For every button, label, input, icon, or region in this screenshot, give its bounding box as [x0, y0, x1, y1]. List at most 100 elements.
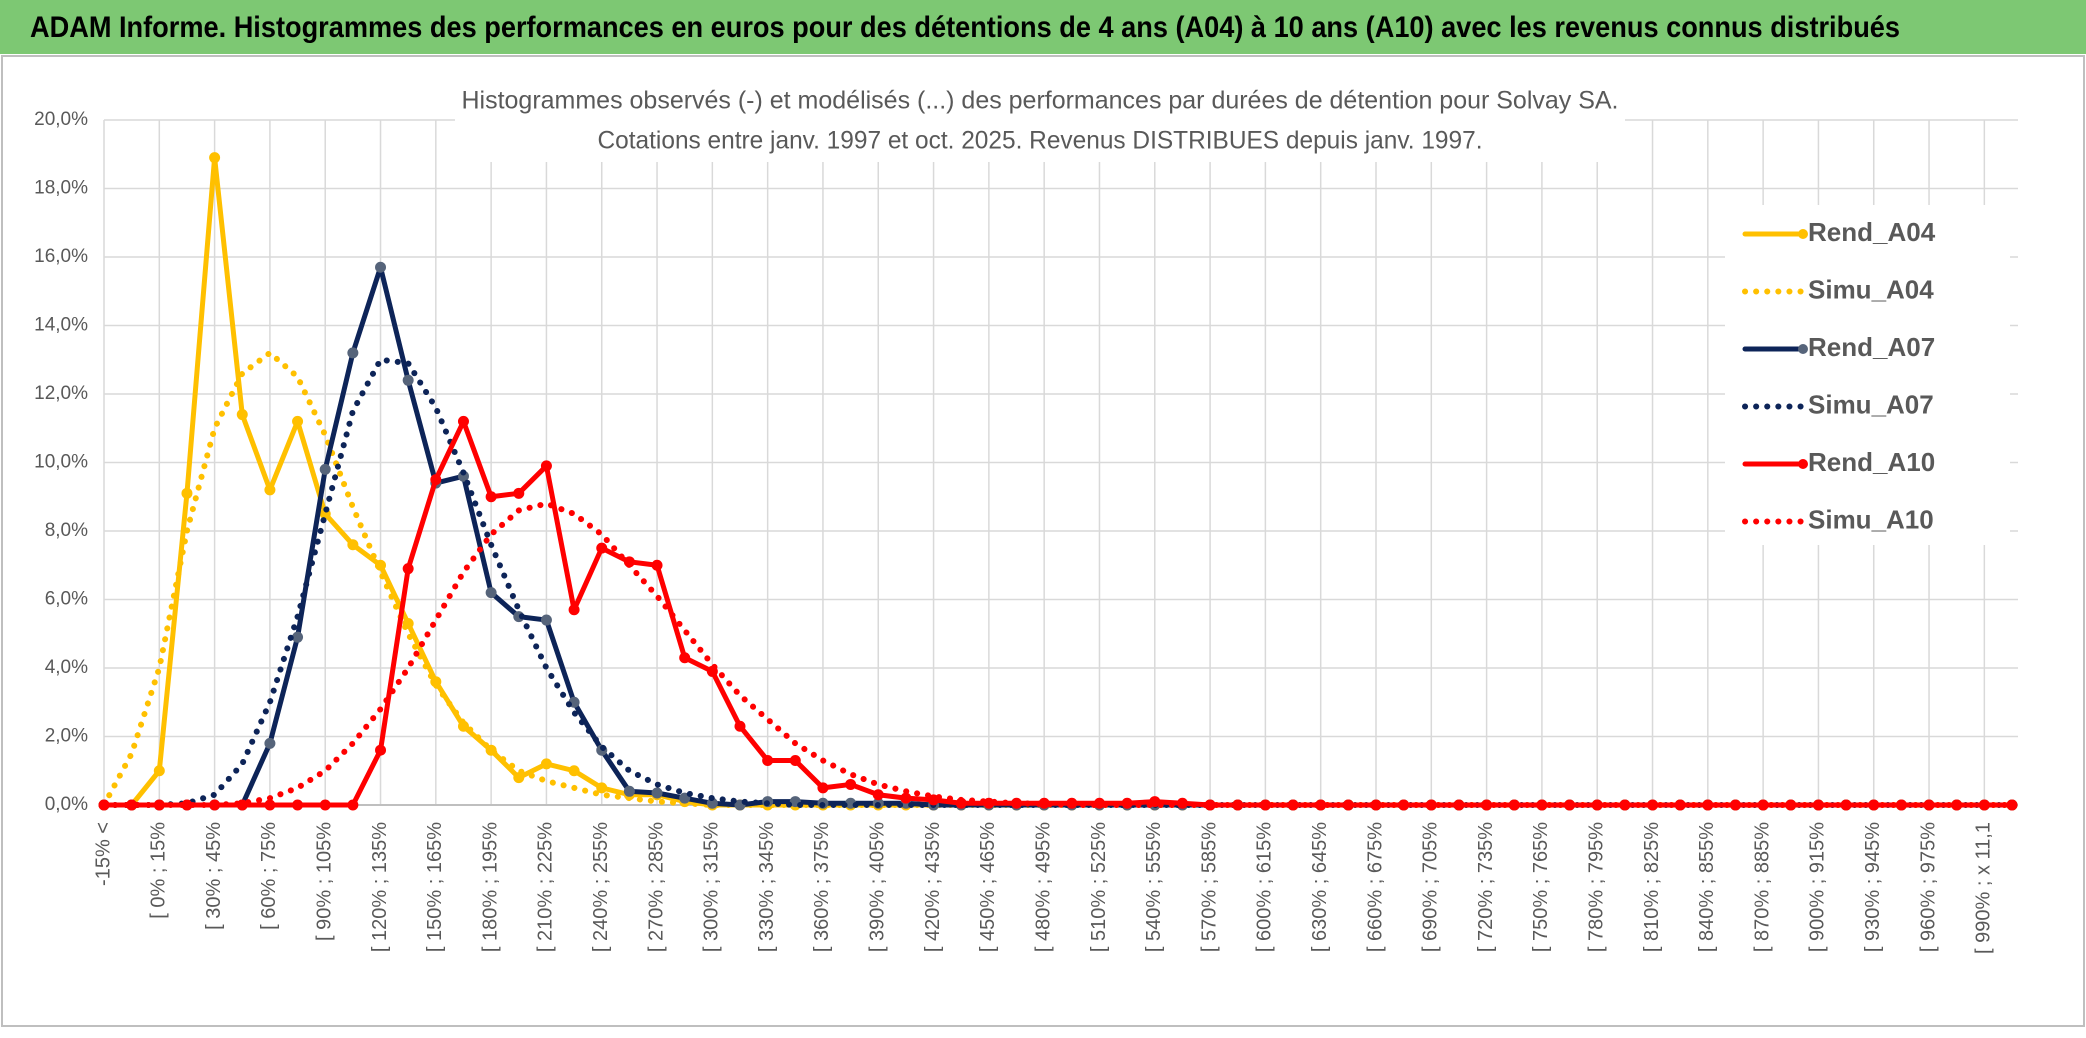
- data-point: [402, 563, 414, 575]
- page-title: ADAM Informe. Histogrammes des performan…: [30, 11, 1900, 44]
- data-point: [292, 799, 304, 811]
- y-tick-label: 16,0%: [34, 246, 88, 267]
- x-tick-label: [ 30% ; 45%: [203, 822, 225, 930]
- data-point: [540, 460, 552, 472]
- x-tick-label: [ 360% ; 375%: [811, 822, 833, 952]
- data-point: [2006, 799, 2018, 811]
- y-tick-label: 2,0%: [45, 726, 88, 747]
- data-point: [845, 778, 857, 790]
- legend-label: Rend_A07: [1808, 332, 1935, 362]
- legend: Rend_A04 Simu_A04 Rend_A07 Simu_A07 Rend_A10…: [1742, 217, 1936, 534]
- data-point: [568, 604, 580, 616]
- x-tick-label: [ 630% ; 645%: [1309, 822, 1331, 952]
- title-backdrop: [455, 82, 1625, 162]
- chart-title: Histogrammes observés (-) et modélisés (…: [462, 87, 1619, 115]
- legend-label: Rend_A10: [1808, 447, 1935, 477]
- legend-marker: [1798, 344, 1808, 354]
- x-tick-label: [ 390% ; 405%: [867, 822, 889, 952]
- x-tick-label: [ 450% ; 465%: [977, 822, 999, 952]
- data-point: [153, 765, 165, 777]
- data-point: [540, 614, 552, 626]
- y-tick-label: 0,0%: [45, 794, 88, 815]
- data-point: [817, 782, 829, 794]
- data-point: [264, 484, 276, 496]
- y-tick-label: 18,0%: [34, 178, 88, 199]
- y-tick-label: 10,0%: [34, 452, 88, 473]
- x-tick-label: [ 810% ; 825%: [1641, 822, 1663, 952]
- x-tick-label: [ 120% ; 135%: [369, 822, 391, 952]
- legend-label: Simu_A04: [1808, 274, 1934, 304]
- data-point: [402, 374, 414, 386]
- x-tick-label: [ 90% ; 105%: [313, 822, 335, 941]
- x-tick-label: [ 300% ; 315%: [701, 822, 723, 952]
- title-bar: [0, 0, 2086, 54]
- data-point: [347, 539, 359, 551]
- x-tick-label: [ 180% ; 195%: [479, 822, 501, 952]
- x-tick-label: [ 480% ; 495%: [1032, 822, 1054, 952]
- data-point: [679, 652, 691, 664]
- data-point: [596, 782, 608, 794]
- data-point: [457, 415, 469, 427]
- legend-marker: [1798, 459, 1808, 469]
- data-point: [651, 787, 663, 799]
- data-point: [375, 744, 387, 756]
- y-tick-label: 14,0%: [34, 315, 88, 336]
- legend-marker: [1798, 229, 1808, 239]
- x-tick-label: [ 600% ; 615%: [1254, 822, 1276, 952]
- x-tick-label: [ 840% ; 855%: [1696, 822, 1718, 952]
- x-tick-label: [ 990% ; x 11,1: [1973, 822, 1995, 954]
- y-tick-label: 8,0%: [45, 520, 88, 541]
- x-tick-label: [ 660% ; 675%: [1364, 822, 1386, 952]
- x-tick-label: [ 570% ; 585%: [1198, 822, 1220, 952]
- x-tick-label: [ 720% ; 735%: [1475, 822, 1497, 952]
- y-tick-label: 4,0%: [45, 657, 88, 678]
- data-point: [900, 792, 912, 804]
- data-point: [264, 799, 276, 811]
- data-point: [236, 409, 248, 421]
- x-tick-label: [ 900% ; 915%: [1807, 822, 1829, 952]
- legend-label: Simu_A07: [1808, 389, 1934, 419]
- data-point: [789, 754, 801, 766]
- data-point: [485, 491, 497, 503]
- data-point: [872, 789, 884, 801]
- x-tick-label: [ 150% ; 165%: [424, 822, 446, 952]
- x-tick-label: -15% <: [92, 822, 114, 886]
- legend-label: Simu_A10: [1808, 504, 1934, 534]
- data-point: [513, 487, 525, 499]
- x-tick-label: [ 750% ; 765%: [1530, 822, 1552, 952]
- x-tick-label: [ 330% ; 345%: [756, 822, 778, 952]
- x-tick-label: [ 240% ; 255%: [590, 822, 612, 952]
- data-point: [623, 785, 635, 797]
- data-point: [762, 754, 774, 766]
- data-point: [679, 792, 691, 804]
- chart-subtitle: Cotations entre janv. 1997 et oct. 2025.…: [598, 127, 1483, 155]
- data-point: [292, 631, 304, 643]
- data-point: [596, 542, 608, 554]
- data-point: [181, 487, 193, 499]
- data-point: [264, 737, 276, 749]
- data-point: [209, 152, 221, 164]
- data-point: [734, 720, 746, 732]
- data-point: [319, 463, 331, 475]
- data-point: [347, 347, 359, 359]
- series-line: [101, 500, 2015, 808]
- legend-backdrop: [1725, 205, 2010, 545]
- x-tick-label: [ 270% ; 285%: [645, 822, 667, 952]
- data-point: [375, 261, 387, 273]
- y-tick-label: 6,0%: [45, 589, 88, 610]
- x-tick-label: [ 0% ; 15%: [148, 822, 170, 919]
- data-point: [485, 587, 497, 599]
- plot: [98, 152, 2018, 811]
- data-point: [651, 559, 663, 571]
- data-point: [568, 765, 580, 777]
- data-point: [347, 799, 359, 811]
- data-point: [292, 415, 304, 427]
- x-tick-label: [ 960% ; 975%: [1917, 822, 1939, 952]
- x-tick-label: [ 930% ; 945%: [1862, 822, 1884, 952]
- x-tick-label: [ 540% ; 555%: [1143, 822, 1165, 952]
- x-tick-label: [ 60% ; 75%: [258, 822, 280, 930]
- y-tick-label: 12,0%: [34, 383, 88, 404]
- x-tick-label: [ 420% ; 435%: [922, 822, 944, 952]
- data-point: [430, 474, 442, 486]
